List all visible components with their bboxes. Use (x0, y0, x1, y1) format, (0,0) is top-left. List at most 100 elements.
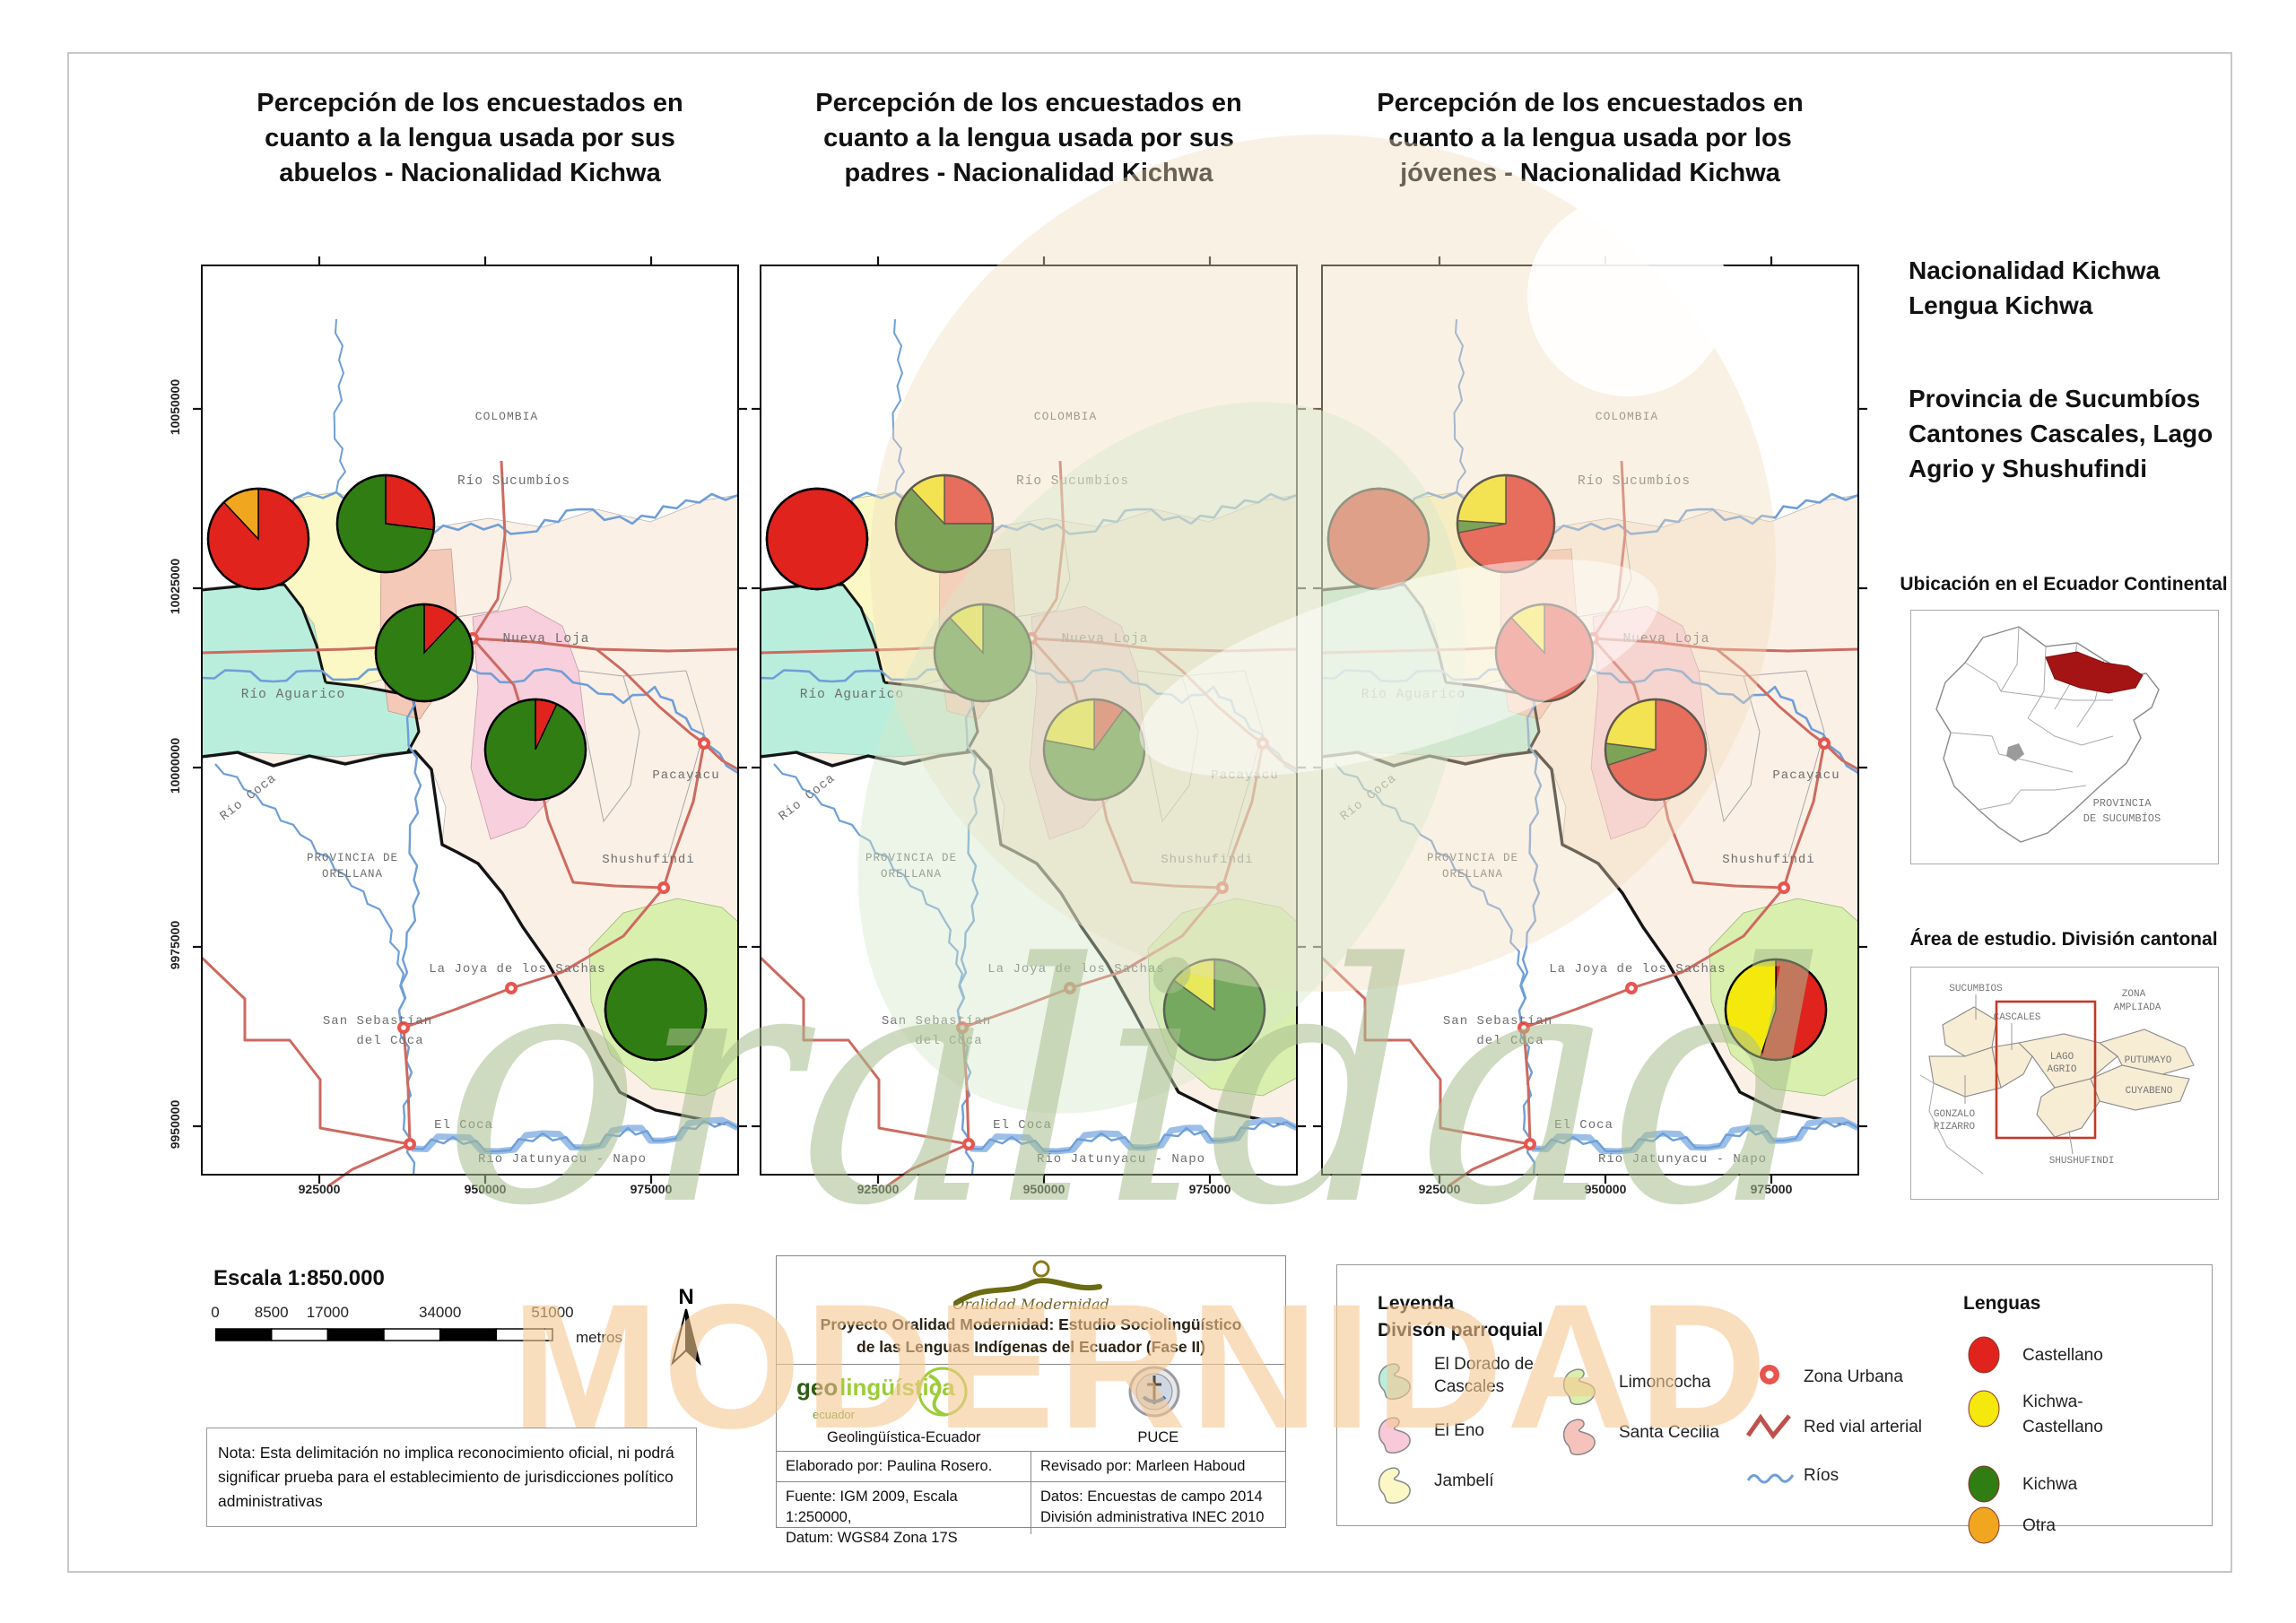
svg-text:GONZALO: GONZALO (1934, 1109, 1976, 1120)
map-place-label: San Sebastían (882, 1014, 991, 1028)
map-svg-jóvenes: COLOMBIA Río Sucumbíos Nueva Loja Río Aguar… (1313, 256, 1867, 1185)
map-title-padres: Percepción de los encuestados en cuanto … (815, 89, 1242, 187)
map-place-label: Pacayacu (652, 768, 719, 783)
map-place-label: Río Aguarico (1361, 688, 1465, 702)
map-place-label: La Joya de los Sachas (1549, 962, 1726, 976)
svg-text:PIZARRO: PIZARRO (1934, 1122, 1976, 1133)
parroquia-blob-icon (1562, 1368, 1596, 1405)
scale-tick-label: 17000 (306, 1304, 349, 1321)
parroquia-blob-icon (1378, 1363, 1411, 1400)
map-place-label: El Coca (993, 1118, 1052, 1133)
scale-label: Escala 1:850.000 (213, 1266, 385, 1290)
legend-subtitle: Divisón parroquial (1378, 1320, 1544, 1341)
svg-text:SHUSHUFINDI: SHUSHUFINDI (2049, 1156, 2115, 1167)
study-area-inset-map: SUCUMBIOS CASCALES ZONA AMPLIADA LAGO AGRIO PU… (1910, 967, 2219, 1200)
x-tick-label: 925000 (1418, 1182, 1461, 1196)
lengua-color-icon (1968, 1336, 2000, 1374)
legend-item-label: Limoncocha (1619, 1373, 1711, 1392)
map-place-label: Río Jatunyacu - Napo (1037, 1152, 1205, 1167)
legend-box: Leyenda Divisón parroquial Lenguas El Do… (1336, 1264, 2213, 1544)
map-place-label: PROVINCIA DE (307, 852, 398, 864)
revisado-text: Revisado por: Marleen Haboud (1031, 1452, 1285, 1481)
map-panel-jovenes: COLOMBIA Río Sucumbíos Nueva Loja Río Aguar… (1313, 256, 1867, 1185)
pie-charts-layer (206, 473, 708, 1062)
legend-item-label: Castellano (2022, 1418, 2103, 1436)
rios-icon (1746, 1473, 1795, 1484)
map-title-abuelos: Percepción de los encuestados en cuanto … (257, 89, 683, 187)
legend-item-label: El Eno (1434, 1421, 1484, 1440)
map-place-label: Río Aguarico (800, 688, 904, 702)
parroquia-blob-icon (1562, 1419, 1596, 1455)
map-svg-padres: COLOMBIA Río Sucumbíos Nueva Loja Río Aguar… (752, 256, 1306, 1185)
lengua-color-icon (1968, 1465, 2000, 1503)
page-border (67, 52, 2232, 1573)
legend-item-label: Zona Urbana (1804, 1367, 1903, 1386)
map-place-label: Río Jatunyacu - Napo (1598, 1152, 1767, 1167)
map-place-label: Río Aguarico (241, 688, 345, 702)
attribution-box: Oralidad Modernidad Proyecto Oralidad Mo… (776, 1255, 1286, 1546)
red-vial-icon (1746, 1413, 1791, 1440)
legend-item-label: Ríos (1804, 1466, 1839, 1485)
oralidad-logo-text: Oralidad Modernidad (952, 1296, 1109, 1313)
fuente-line2: Datum: WGS84 Zona 17S (786, 1530, 958, 1546)
x-tick-label: 950000 (1022, 1182, 1065, 1196)
province-line2: Cantones Cascales, Lago (1909, 420, 2213, 447)
lengua-color-icon (1968, 1506, 2000, 1544)
legend-lenguas-title: Lenguas (1963, 1293, 2041, 1314)
y-tick-label: 9950000 (168, 1099, 182, 1150)
datos-text: Datos: Encuestas de campo 2014 División … (1031, 1482, 1285, 1534)
scale-tick-label: 51000 (531, 1304, 574, 1321)
pie-charts-layer (1326, 473, 1828, 1062)
map-place-label: ORELLANA (1442, 868, 1503, 881)
svg-text:AGRIO: AGRIO (2047, 1064, 2076, 1075)
x-tick-label: 925000 (298, 1182, 341, 1196)
scale-bar-svg (214, 1328, 553, 1341)
map-place-label: Río Jatunyacu - Napo (478, 1152, 647, 1167)
map-place-label: del Coca (915, 1034, 982, 1048)
scale-bar: 0 8500 17000 34000 51000 (211, 1298, 592, 1361)
province-line1: Provincia de Sucumbíos (1909, 385, 2201, 412)
map-place-label: del Coca (1476, 1034, 1544, 1048)
map-place-label: San Sebastían (323, 1014, 432, 1028)
parroquia-blob-icon (1378, 1467, 1411, 1504)
svg-text:AMPLIADA: AMPLIADA (2114, 1002, 2161, 1013)
map-place-label: Shushufindi (1722, 853, 1814, 867)
x-axis-labels-map3: 925000 950000 975000 (1322, 1182, 1858, 1203)
elaborado-text: Elaborado por: Paulina Rosero. (786, 1458, 993, 1474)
map-place-label: San Sebastían (1443, 1014, 1552, 1028)
scale-unit: metros (576, 1329, 622, 1346)
geolinguistica-globe-icon (918, 1367, 968, 1417)
oralidad-logo: Oralidad Modernidad (777, 1256, 1285, 1314)
x-tick-label: 950000 (464, 1182, 507, 1196)
x-tick-label: 925000 (857, 1182, 900, 1196)
svg-text:LAGO: LAGO (2050, 1052, 2074, 1063)
oralidad-logo-icon (953, 1260, 1102, 1306)
svg-text:N: N (678, 1285, 693, 1309)
zona-urbana-icon (1760, 1365, 1779, 1384)
north-arrow-svg: N (671, 1285, 701, 1367)
map-place-label: Nueva Loja (1622, 632, 1709, 647)
geo-logo-part2: lingüística (839, 1374, 955, 1401)
scale-tick-label: 0 (211, 1304, 220, 1321)
map-svg-abuelos: COLOMBIA Río Sucumbíos Nueva Loja Río Aguar… (193, 256, 747, 1185)
y-tick-label: 10000000 (168, 737, 182, 794)
project-title-line1: Proyecto Oralidad Modernidad: Estudio So… (820, 1315, 1242, 1333)
fuente-line1: Fuente: IGM 2009, Escala 1:250000, (786, 1488, 958, 1525)
project-title-line2: de las Lenguas Indígenas del Ecuador (Fa… (857, 1338, 1205, 1356)
legend-item-label: Kichwa- (2022, 1393, 2083, 1411)
legend-item-label: Castellano (2022, 1346, 2103, 1365)
map-place-label: Pacayacu (1211, 768, 1278, 783)
x-axis-labels-map2: 925000 950000 975000 (761, 1182, 1297, 1203)
geo-logo-part1: geo (796, 1374, 839, 1401)
map-place-label: Shushufindi (1161, 853, 1253, 867)
legend-item-label: El Dorado de Cascales (1434, 1355, 1534, 1396)
legend-item-label: Otra (2022, 1516, 2056, 1535)
svg-text:PROVINCIA: PROVINCIA (2093, 797, 2152, 810)
puce-seal-icon (1128, 1366, 1179, 1418)
x-axis-labels-map1: 925000 950000 975000 (202, 1182, 738, 1203)
lengua-color-icon (1968, 1390, 2000, 1428)
map-panel-abuelos: COLOMBIA Río Sucumbíos Nueva Loja Río Aguar… (193, 256, 747, 1185)
datos-line1: Datos: Encuestas de campo 2014 (1040, 1488, 1263, 1505)
map-panel-padres: COLOMBIA Río Sucumbíos Nueva Loja Río Aguar… (752, 256, 1306, 1185)
